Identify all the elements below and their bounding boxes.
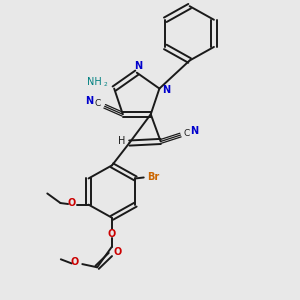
- Text: O: O: [67, 198, 76, 208]
- Text: O: O: [108, 229, 116, 239]
- Text: H: H: [118, 136, 126, 146]
- Text: C: C: [94, 99, 101, 108]
- Text: O: O: [113, 247, 122, 257]
- Text: NH: NH: [87, 77, 102, 87]
- Text: O: O: [71, 257, 79, 268]
- Text: N: N: [134, 61, 142, 71]
- Text: N: N: [190, 126, 198, 136]
- Text: $_{2}$: $_{2}$: [103, 80, 109, 88]
- Text: N: N: [163, 85, 171, 95]
- Text: C: C: [183, 129, 190, 138]
- Text: Br: Br: [148, 172, 160, 182]
- Text: N: N: [85, 95, 93, 106]
